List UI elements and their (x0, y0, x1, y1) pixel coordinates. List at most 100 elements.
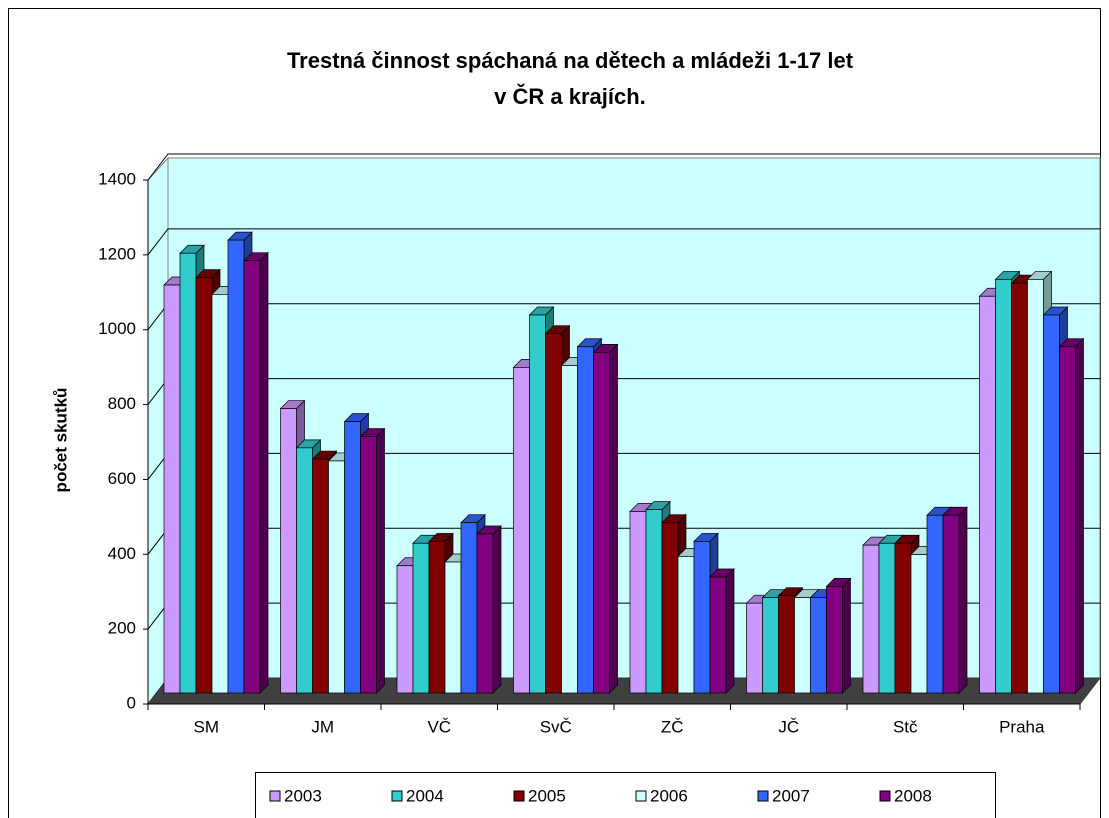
y-tick-label: 1000 (98, 319, 136, 338)
x-tick-label: Stč (893, 717, 918, 736)
bar-front (878, 542, 896, 694)
bar-front (312, 458, 329, 694)
bar (476, 525, 502, 694)
bar-front (1011, 282, 1028, 694)
bar (825, 577, 852, 694)
bar-front (629, 511, 647, 694)
bar-front (545, 333, 562, 694)
bar-front (460, 522, 478, 694)
bar-front (179, 252, 197, 694)
legend-label: 2008 (894, 786, 932, 805)
bar-front (677, 556, 695, 694)
bar-front (296, 447, 313, 694)
bar-side (259, 251, 269, 694)
bar-front (360, 436, 377, 694)
y-tick-label: 400 (108, 544, 136, 563)
bar-front (412, 542, 430, 694)
x-tick-label: Praha (999, 717, 1045, 736)
bar-side (958, 506, 968, 694)
legend-label: 2007 (772, 786, 810, 805)
bar-front (794, 597, 811, 694)
bar-front (428, 541, 446, 694)
x-tick-label: SM (194, 717, 220, 736)
bar-front (979, 295, 996, 694)
bar-front (211, 294, 229, 694)
chart-subtitle: v ČR a krajích. (494, 84, 646, 109)
x-tick-label: JM (311, 717, 334, 736)
legend-swatch (513, 790, 525, 802)
y-tick-label: 1400 (98, 169, 136, 188)
bar-front (926, 514, 944, 694)
bar (942, 506, 968, 694)
bar-front (661, 522, 679, 694)
bar-front (778, 595, 795, 694)
bar-front (476, 533, 494, 694)
bar-side (492, 525, 502, 694)
bar-front (227, 239, 245, 694)
bar-side (725, 568, 735, 694)
bar-front (444, 561, 462, 694)
bar-front (163, 284, 181, 694)
legend-label: 2006 (650, 786, 688, 805)
bar-side (842, 577, 851, 694)
legend (255, 772, 996, 818)
bar-front (826, 585, 843, 694)
bar-front (280, 408, 297, 694)
y-tick-label: 600 (108, 469, 136, 488)
bar-front (344, 421, 361, 694)
bar-front (195, 277, 213, 694)
bar-side (376, 427, 385, 694)
bar (1058, 337, 1085, 694)
legend-swatch (879, 790, 891, 802)
bar (243, 251, 269, 694)
y-tick-label: 800 (108, 394, 136, 413)
bar (592, 343, 619, 694)
legend-swatch (269, 790, 281, 802)
bar-side (1075, 337, 1084, 694)
bar-front (396, 565, 414, 694)
legend-swatch (391, 790, 403, 802)
y-tick-label: 200 (108, 619, 136, 638)
legend-label: 2003 (284, 786, 322, 805)
bar-front (894, 542, 912, 694)
x-tick-label: VČ (427, 717, 451, 736)
bar-front (910, 554, 928, 694)
bar-front (1027, 279, 1044, 694)
legend-swatch (757, 790, 769, 802)
bar-front (645, 509, 663, 694)
bar-front (529, 314, 546, 694)
y-tick-label: 0 (127, 693, 136, 712)
x-tick-label: ZČ (661, 717, 684, 736)
bar-front (243, 260, 261, 694)
legend-swatch (635, 790, 647, 802)
bar-front (1043, 314, 1060, 694)
bar-front (693, 541, 711, 694)
legend-label: 2004 (406, 786, 444, 805)
x-tick-label: JČ (778, 717, 799, 736)
bar-front (810, 597, 827, 694)
bar-front (746, 602, 763, 694)
x-tick-label: SvČ (540, 717, 572, 736)
bar-front (942, 514, 960, 694)
bar-front (995, 279, 1012, 694)
bar-front (513, 367, 530, 694)
bar-side (609, 343, 618, 694)
grid-line (147, 153, 1100, 181)
legend-label: 2005 (528, 786, 566, 805)
bar-front (762, 597, 779, 694)
bar-front (561, 365, 578, 694)
bar-front (328, 460, 345, 694)
bar-front (577, 346, 594, 694)
bar-front (593, 352, 610, 694)
bar-front (862, 544, 880, 694)
y-axis-label: počet skutků (51, 388, 70, 493)
bar-front (709, 576, 727, 694)
bar (709, 568, 735, 694)
grid-line (147, 228, 1100, 256)
chart-title: Trestná činnost spáchaná na dětech a mlá… (287, 48, 854, 73)
bar-front (1059, 346, 1076, 694)
y-tick-label: 1200 (98, 244, 136, 263)
bar (359, 427, 386, 694)
